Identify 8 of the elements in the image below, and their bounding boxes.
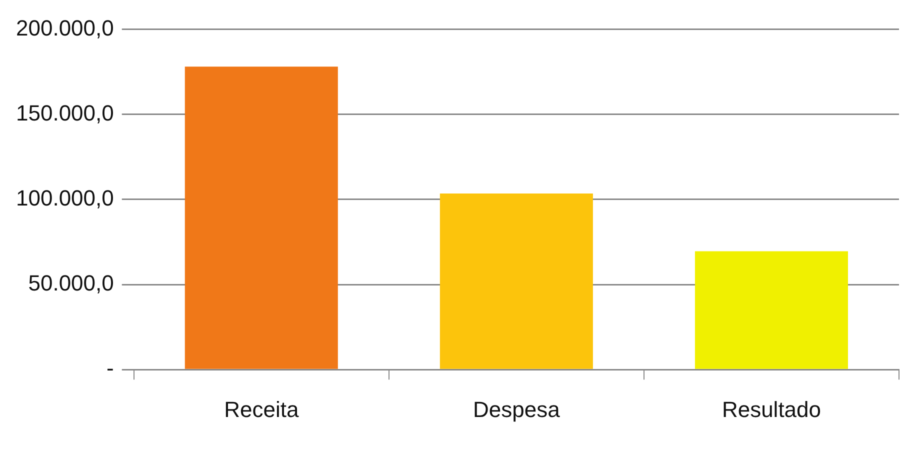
x-tick-label: Despesa [473, 396, 561, 422]
x-tick-label: Resultado [722, 396, 822, 422]
x-tick-label: Receita [224, 396, 300, 422]
y-tick-label: 100.000,0 [16, 185, 114, 210]
y-tick-label: 200.000,0 [16, 15, 114, 40]
y-tick-label: 150.000,0 [16, 100, 114, 126]
y-tick-label: - [106, 356, 114, 381]
y-tick-label: 50.000,0 [28, 270, 114, 296]
